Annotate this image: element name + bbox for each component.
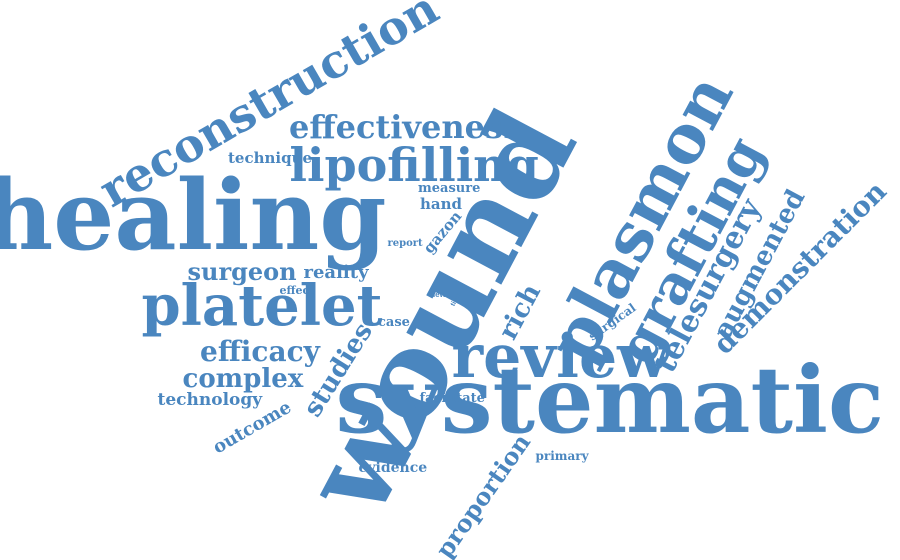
word-platelet: platelet — [141, 273, 383, 339]
word-case: case — [378, 314, 410, 330]
word-view: view — [428, 290, 446, 299]
word-hand: hand — [420, 194, 463, 213]
word-facilitate: facilitate — [419, 390, 485, 406]
word-effect: effect — [279, 283, 315, 297]
word-lipofilling: lipofilling — [289, 138, 539, 192]
word-measure: measure — [418, 180, 481, 196]
word-report: report — [387, 238, 423, 249]
word-healing: healing — [0, 159, 387, 272]
word-reality: reality — [303, 262, 369, 283]
word-technique: technique — [228, 148, 313, 167]
word-primary: primary — [535, 449, 589, 463]
word-efficacy: efficacy — [200, 335, 320, 368]
word-complex: complex — [182, 364, 304, 394]
word-effectiveness: effectiveness — [289, 108, 522, 146]
word-systematic: systematic — [335, 346, 885, 454]
word-technology: technology — [157, 389, 263, 410]
word-review: review — [451, 322, 669, 392]
word-evidence: evidence — [358, 460, 428, 476]
word-surgeon: surgeon — [187, 257, 297, 286]
